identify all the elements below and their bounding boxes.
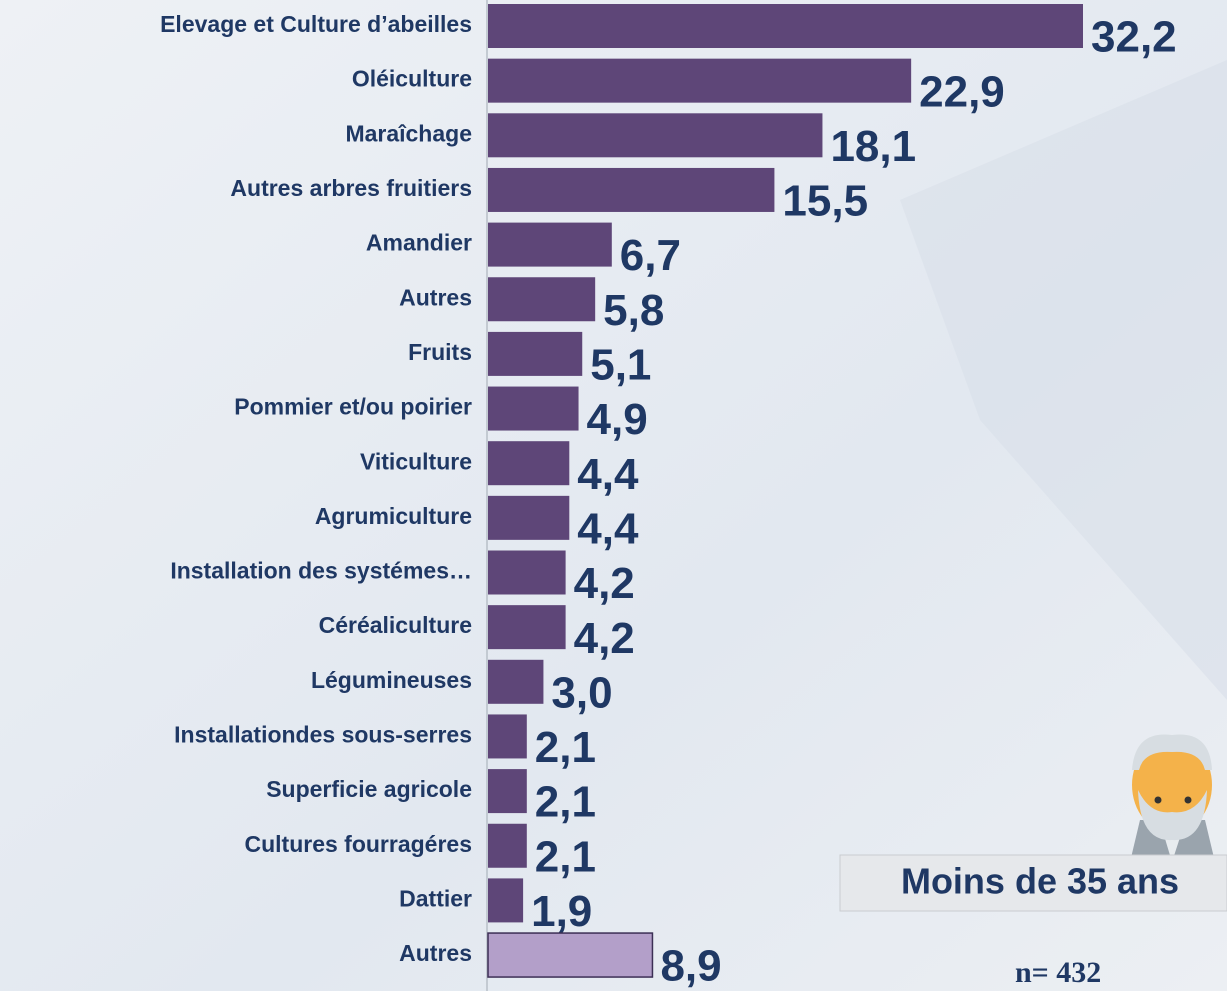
value-label: 32,2: [1091, 13, 1177, 62]
bar: [488, 496, 569, 540]
category-label: Agrumiculture: [315, 503, 472, 529]
bar: [488, 878, 523, 922]
bar: [488, 605, 566, 649]
bar: [488, 714, 527, 758]
category-label: Installation des systémes…: [170, 558, 472, 584]
bar: [488, 223, 612, 267]
category-label: Pommier et/ou poirier: [234, 394, 472, 420]
value-label: 6,7: [620, 231, 681, 280]
bar: [488, 551, 566, 595]
value-label: 18,1: [830, 122, 916, 171]
value-label: 4,2: [574, 559, 635, 608]
category-label: Installationdes sous-serres: [174, 722, 472, 748]
chart: Moins de 35 ans n= 432 Elevage et Cultur…: [0, 0, 1227, 991]
value-label: 15,5: [782, 177, 868, 226]
category-label: Céréaliculture: [319, 612, 472, 638]
category-label: Viticulture: [360, 448, 472, 474]
badge-text: Moins de 35 ans: [901, 861, 1179, 902]
category-label: Amandier: [366, 230, 472, 256]
bar: [488, 168, 774, 212]
category-label: Elevage et Culture d’abeilles: [160, 11, 472, 37]
bar: [488, 824, 527, 868]
category-label: Autres: [399, 284, 472, 310]
value-label: 4,4: [577, 504, 639, 553]
category-label: Oléiculture: [352, 66, 472, 92]
value-label: 2,1: [535, 723, 596, 772]
sample-size: n= 432: [1015, 956, 1101, 989]
bar: [488, 769, 527, 813]
value-label: 2,1: [535, 778, 596, 827]
category-label: Superficie agricole: [266, 776, 472, 802]
category-label: Autres arbres fruitiers: [230, 175, 472, 201]
value-label: 5,1: [590, 341, 651, 390]
value-label: 1,9: [531, 887, 592, 936]
category-label: Fruits: [408, 339, 472, 365]
category-label: Légumineuses: [311, 667, 472, 693]
value-label: 8,9: [660, 942, 721, 991]
category-label: Dattier: [399, 885, 472, 911]
value-label: 4,4: [577, 450, 639, 499]
category-label: Autres: [399, 940, 472, 966]
value-label: 22,9: [919, 67, 1005, 116]
avatar-icon: [1130, 734, 1215, 862]
bar: [488, 4, 1083, 48]
category-label: Cultures fourragéres: [244, 831, 472, 857]
value-label: 5,8: [603, 286, 664, 335]
bar: [488, 59, 911, 103]
bar: [488, 332, 582, 376]
bar: [488, 387, 579, 431]
page: {"chart_data": {"type": "bar", "orientat…: [0, 0, 1227, 991]
bar: [488, 933, 652, 977]
bar: [488, 441, 569, 485]
bar: [488, 277, 595, 321]
value-label: 4,2: [574, 614, 635, 663]
bar: [488, 660, 543, 704]
value-label: 2,1: [535, 832, 596, 881]
category-label: Maraîchage: [345, 120, 472, 146]
value-label: 4,9: [587, 395, 648, 444]
bar: [488, 113, 822, 157]
value-label: 3,0: [551, 668, 612, 717]
